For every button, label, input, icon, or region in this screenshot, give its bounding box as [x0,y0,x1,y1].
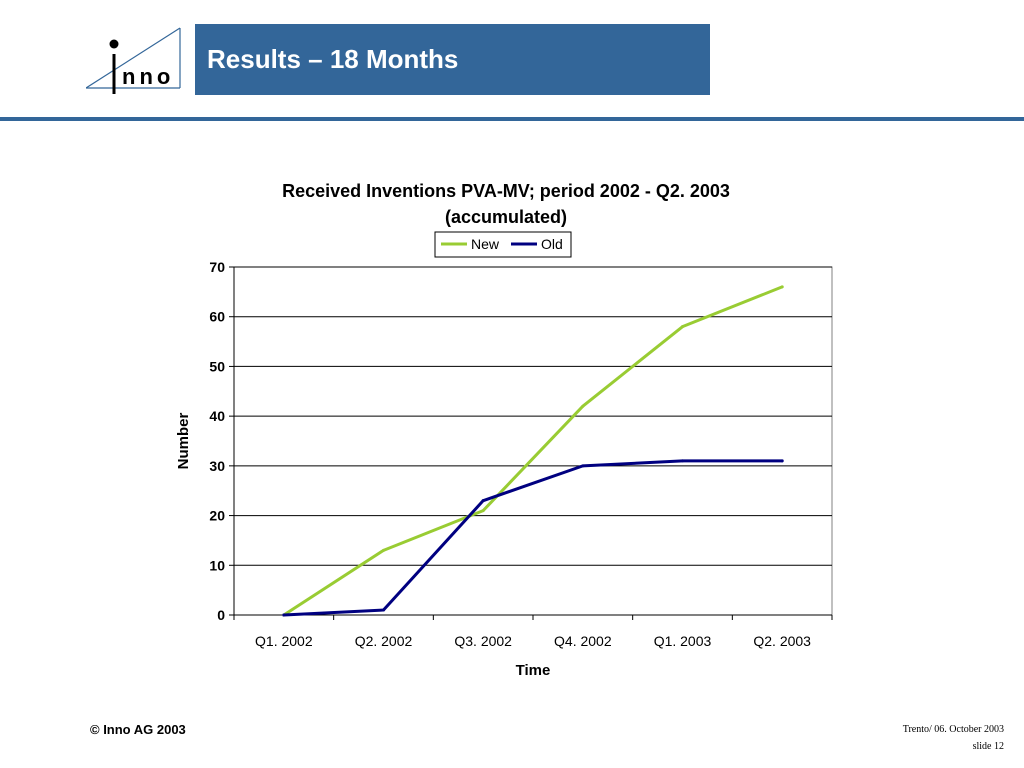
page-title: Results – 18 Months [207,44,459,74]
data-point-new [382,548,385,552]
y-axis-label: Number [175,413,192,470]
data-point-new [681,325,684,329]
legend-label-new: New [471,236,500,252]
header-divider [0,117,1024,121]
svg-text:nno: nno [122,64,174,89]
chart-title-line2: (accumulated) [445,207,567,227]
inno-logo-graphic: nno [85,27,181,94]
x-tick-label: Q1. 2003 [654,633,712,649]
data-point-old [481,499,485,503]
data-point-old [681,459,684,463]
chart-title-line1: Received Inventions PVA-MV; period 2002 … [282,181,730,201]
y-tick-label: 40 [209,408,225,424]
series-line-old [282,459,784,617]
legend-label-old: Old [541,236,563,252]
footer-copyright: © Inno AG 2003 [90,722,186,737]
plot-area: 0 10 20 30 40 50 60 70 Q1. 2002 Q2. 2002 Q3. 2002 Q… [209,259,833,649]
data-point-new [581,404,585,408]
series-line-new [282,285,784,617]
footer-location-date: Trento/ 06. October 2003 [902,724,1004,735]
x-tick-label: Q3. 2002 [454,633,512,649]
data-point-new [481,509,485,513]
y-tick-label: 70 [209,259,225,275]
y-tick-label: 60 [209,309,225,325]
x-axis-label: Time [516,662,551,679]
y-tick-label: 50 [209,358,225,374]
footer-slide-number: slide 12 [972,741,1004,752]
chart-legend: New Old [434,231,572,258]
y-tick-label: 30 [209,458,225,474]
x-tick-label: Q1. 2002 [255,633,313,649]
x-tick-label: Q2. 2002 [355,633,413,649]
y-tick-label: 10 [209,557,225,573]
data-point-old [581,464,585,468]
x-tick-label: Q4. 2002 [554,633,612,649]
y-tick-label: 20 [209,508,225,524]
plot-frame [233,266,833,616]
footer-info: Trento/ 06. October 2003 slide 12 [903,721,1004,755]
title-bar: Results – 18 Months [195,24,710,95]
x-tick-label: Q2. 2003 [753,633,811,649]
line-chart: Received Inventions PVA-MV; period 2002 … [175,181,833,679]
data-point-old [282,613,286,617]
inno-logo: nno [85,26,182,96]
data-point-old [382,608,385,612]
data-point-old [780,459,784,463]
y-tick-label: 0 [217,607,225,623]
data-point-new [780,285,784,289]
